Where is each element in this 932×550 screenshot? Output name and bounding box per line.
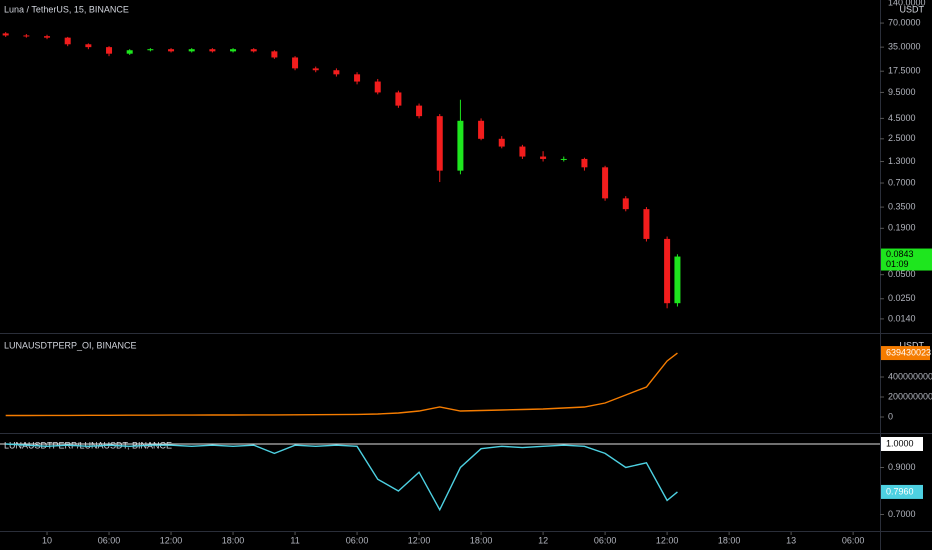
level-box (881, 436, 923, 451)
candle-body (23, 35, 30, 37)
candle-body (395, 92, 402, 106)
y-tick-label: 17.5000 (888, 66, 921, 76)
y-tick-label: 2.5000 (888, 133, 916, 143)
pane-title: LUNAUSDTPERP/LUNAUSDT, BINANCE (4, 440, 172, 450)
y-tick-label: 0 (888, 411, 893, 421)
candle-body (64, 37, 71, 45)
x-tick-label: 13 (786, 535, 796, 545)
candle-body (354, 74, 361, 82)
x-tick-label: 10 (42, 535, 52, 545)
y-tick-label: 140.0000 (888, 0, 926, 7)
x-tick-label: 18:00 (222, 535, 245, 545)
y-tick-label: 200000000 (888, 391, 932, 401)
candle-body (2, 33, 9, 36)
y-tick-label: 0.0140 (888, 313, 916, 323)
candle-body (126, 50, 133, 54)
y-tick-label: 0.7000 (888, 177, 916, 187)
x-tick-label: 18:00 (470, 535, 493, 545)
candle-body (168, 49, 175, 52)
pane-title: Luna / TetherUS, 15, BINANCE (4, 4, 129, 14)
last-value-label: 0.7960 (886, 486, 914, 496)
candle-body (602, 167, 609, 199)
y-tick-label: 1.3000 (888, 156, 916, 166)
pane-title: LUNAUSDTPERP_OI, BINANCE (4, 340, 137, 350)
candle-body (106, 47, 113, 54)
candle-body (581, 158, 588, 168)
x-tick-label: 06:00 (594, 535, 617, 545)
candle-body (498, 138, 505, 147)
candle-body (147, 49, 154, 51)
axis-unit: USDT (900, 340, 925, 350)
candle-body (333, 70, 340, 75)
candle-body (312, 68, 319, 71)
last-value-box (881, 484, 923, 499)
last-value-box (881, 346, 930, 361)
x-tick-label: 12:00 (656, 535, 679, 545)
candle-body (643, 209, 650, 239)
last-value-label: 639430023 (886, 347, 931, 357)
candle-body (664, 238, 671, 304)
y-tick-label: 0.9000 (888, 462, 916, 472)
y-tick-label: 35.0000 (888, 42, 921, 52)
candle-body (560, 158, 567, 160)
candle-body (250, 49, 257, 52)
x-tick-label: 18:00 (718, 535, 741, 545)
y-tick-label: 70.0000 (888, 17, 921, 27)
candle-body (271, 51, 278, 58)
y-tick-label: 9.5000 (888, 87, 916, 97)
series-line (5, 352, 678, 417)
x-tick-label: 12:00 (408, 535, 431, 545)
y-tick-label: 4.5000 (888, 113, 916, 123)
x-tick-label: 11 (290, 535, 299, 545)
y-tick-label: 0.3500 (888, 201, 916, 211)
last-price-box (881, 248, 932, 271)
candle-body (436, 116, 443, 171)
candle-body (188, 49, 195, 52)
candle-body (230, 49, 237, 52)
y-tick-label: 0.7000 (888, 509, 916, 519)
x-tick-label: 12:00 (160, 535, 183, 545)
candle-body (416, 105, 423, 117)
x-tick-label: 06:00 (346, 535, 369, 545)
level-label: 1.0000 (886, 438, 914, 448)
candle-body (292, 57, 299, 69)
candle-body (374, 81, 381, 93)
candle-body (85, 44, 92, 48)
x-tick-label: 06:00 (842, 535, 865, 545)
x-tick-label: 06:00 (98, 535, 121, 545)
axis-unit: USDT (900, 4, 925, 14)
candle-body (519, 146, 526, 157)
series-line (5, 443, 678, 512)
y-tick-label: 400000000 (888, 371, 932, 381)
candle-body (209, 49, 216, 52)
y-tick-label: 0.1900 (888, 223, 916, 233)
candle-body (540, 156, 547, 159)
candle-body (457, 120, 464, 171)
y-tick-label: 0.0250 (888, 293, 916, 303)
candle-body (44, 36, 51, 38)
candle-body (478, 120, 485, 139)
x-tick-label: 12 (538, 535, 548, 545)
countdown-label: 01:09 (886, 259, 909, 269)
candle-body (674, 256, 681, 304)
y-tick-label: 0.0500 (888, 269, 916, 279)
last-price-label: 0.0843 (886, 249, 914, 259)
candle-body (622, 198, 629, 210)
